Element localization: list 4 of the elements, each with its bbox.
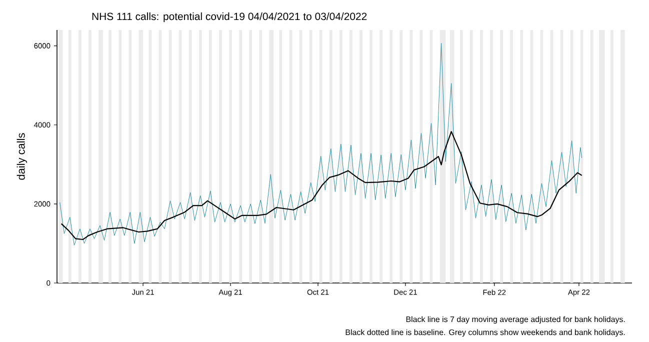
line-series	[60, 131, 582, 240]
line-series	[60, 42, 582, 246]
y-axis-title: daily calls	[16, 133, 28, 180]
chart-title: NHS 111 calls: potential covid-19 04/04/2021 to 03/04/2022	[92, 12, 367, 22]
